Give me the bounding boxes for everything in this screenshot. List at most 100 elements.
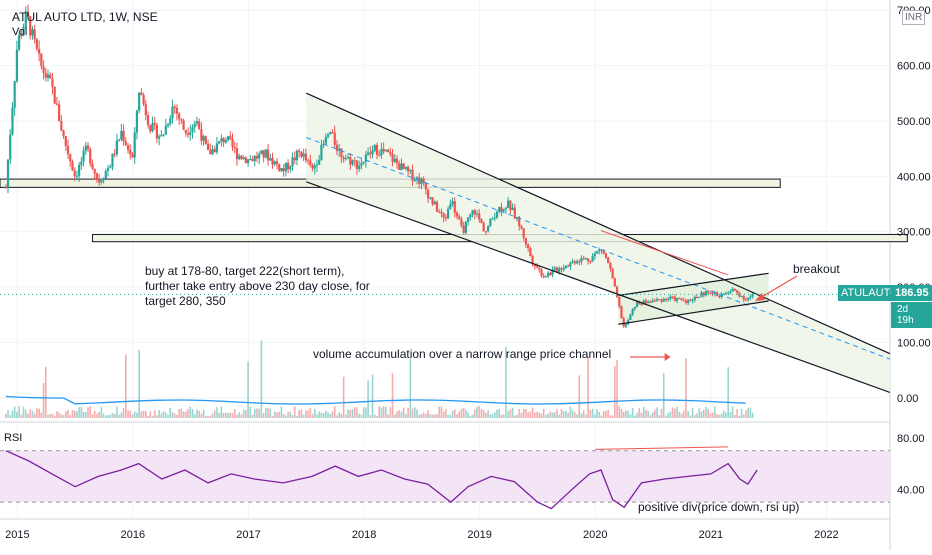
volume-bar — [696, 413, 698, 418]
volume-bar — [482, 409, 485, 418]
volume-bar — [525, 409, 527, 418]
volume-bar — [722, 410, 725, 418]
volume-bar — [318, 411, 320, 418]
volume-bar — [620, 409, 623, 418]
symbol-title[interactable]: ATUL AUTO LTD, 1W, NSE — [12, 10, 158, 24]
candle-body — [435, 201, 439, 212]
volume-bar — [751, 412, 754, 418]
volume-bar — [365, 407, 367, 418]
candle-body — [353, 160, 356, 162]
volume-bar — [456, 414, 458, 418]
volume-bar — [565, 410, 567, 418]
candle-body — [684, 300, 688, 303]
candle-body — [549, 272, 552, 275]
candle-body — [313, 165, 316, 169]
volume-bar — [705, 406, 707, 418]
volume-bar — [727, 367, 729, 418]
candle-body — [498, 207, 501, 212]
candle-body — [698, 297, 701, 299]
currency-badge[interactable]: INR — [902, 10, 926, 25]
candle-body — [240, 155, 243, 160]
candle-body — [520, 226, 523, 229]
candle-body — [555, 267, 559, 272]
volume-bar — [616, 359, 618, 418]
candle-body — [473, 210, 476, 215]
volume-bar — [551, 412, 554, 418]
candle-body — [38, 48, 41, 54]
volume-indicator-label[interactable]: Vol — [12, 26, 28, 38]
candle-body — [235, 148, 239, 160]
candle-body — [547, 272, 550, 277]
volume-bar — [442, 411, 445, 418]
candle-body — [429, 197, 432, 199]
candle-body — [93, 168, 96, 174]
candle-body — [113, 153, 116, 155]
volume-bar — [600, 415, 603, 418]
rsi-band — [0, 450, 890, 503]
candle-body — [618, 296, 621, 307]
candle-body — [393, 158, 396, 162]
volume-bar — [218, 412, 220, 418]
candle-body — [193, 123, 196, 128]
volume-bar — [122, 408, 125, 418]
candle-body — [471, 210, 474, 215]
volume-bar — [87, 407, 89, 418]
volume-bar — [64, 411, 67, 418]
candle-body — [469, 214, 472, 218]
volume-bar — [42, 383, 45, 418]
volume-bar — [402, 407, 405, 418]
candle-body — [640, 303, 643, 305]
candle-body — [453, 201, 456, 213]
candle-body — [260, 150, 263, 154]
volume-bar — [27, 413, 29, 418]
volume-bar — [58, 412, 60, 418]
volume-bar — [271, 415, 274, 418]
volume-bar — [233, 409, 236, 418]
candle-body — [660, 299, 663, 302]
volume-bar — [562, 411, 565, 418]
candle-body — [511, 207, 514, 211]
volume-bar — [393, 414, 396, 418]
volume-bar — [658, 415, 661, 418]
volume-bar — [625, 410, 627, 418]
candle-body — [402, 163, 405, 169]
volume-bar — [291, 415, 294, 418]
candle-body — [551, 269, 554, 275]
volume-bar — [407, 407, 409, 418]
volume-bar — [645, 409, 647, 418]
price-axis-label: 600.00 — [897, 60, 931, 72]
volume-bar — [462, 408, 465, 418]
volume-bar — [440, 406, 443, 418]
candle-body — [189, 131, 192, 135]
candle-body — [344, 158, 347, 160]
candle-body — [542, 275, 545, 278]
candle-body — [360, 163, 363, 166]
volume-bar — [567, 412, 569, 418]
candle-body — [533, 263, 536, 267]
volume-bar — [396, 411, 398, 418]
candle-body — [489, 219, 492, 226]
volume-bar — [18, 406, 20, 418]
volume-bar — [200, 413, 203, 418]
candle-body — [291, 157, 294, 167]
candle-body — [295, 150, 299, 161]
volume-bar — [476, 406, 478, 418]
volume-bar — [682, 410, 685, 418]
volume-bar — [216, 407, 218, 418]
candle-body — [664, 298, 668, 300]
volume-bar — [69, 415, 72, 418]
candle-body — [564, 265, 568, 269]
volume-bar — [638, 408, 641, 418]
candle-body — [538, 267, 541, 270]
volume-bar — [67, 409, 69, 418]
rsi-indicator-label[interactable]: RSI — [4, 432, 23, 444]
volume-bar — [49, 414, 52, 418]
candle-body — [715, 292, 719, 297]
candle-body — [744, 299, 748, 301]
time-axis-label: 2016 — [121, 529, 145, 541]
volume-bar — [240, 414, 243, 418]
volume-bar — [729, 412, 732, 418]
volume-bar — [129, 410, 132, 418]
candle-body — [504, 207, 508, 210]
